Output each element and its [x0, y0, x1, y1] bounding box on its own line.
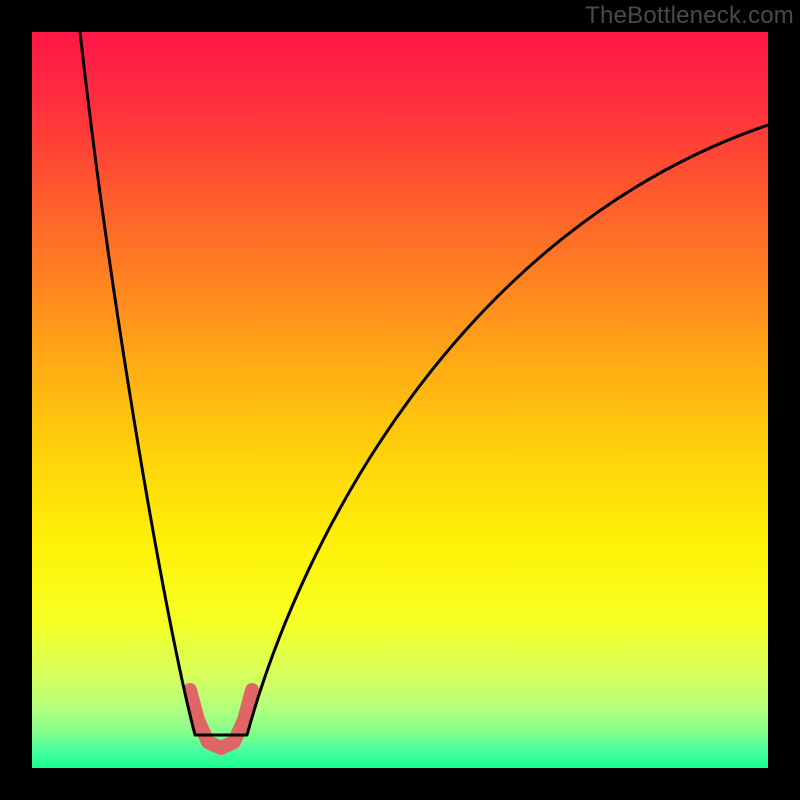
gradient-background [32, 32, 768, 768]
bottleneck-chart [0, 0, 800, 800]
chart-stage: TheBottleneck.com [0, 0, 800, 800]
watermark-text: TheBottleneck.com [585, 2, 794, 30]
